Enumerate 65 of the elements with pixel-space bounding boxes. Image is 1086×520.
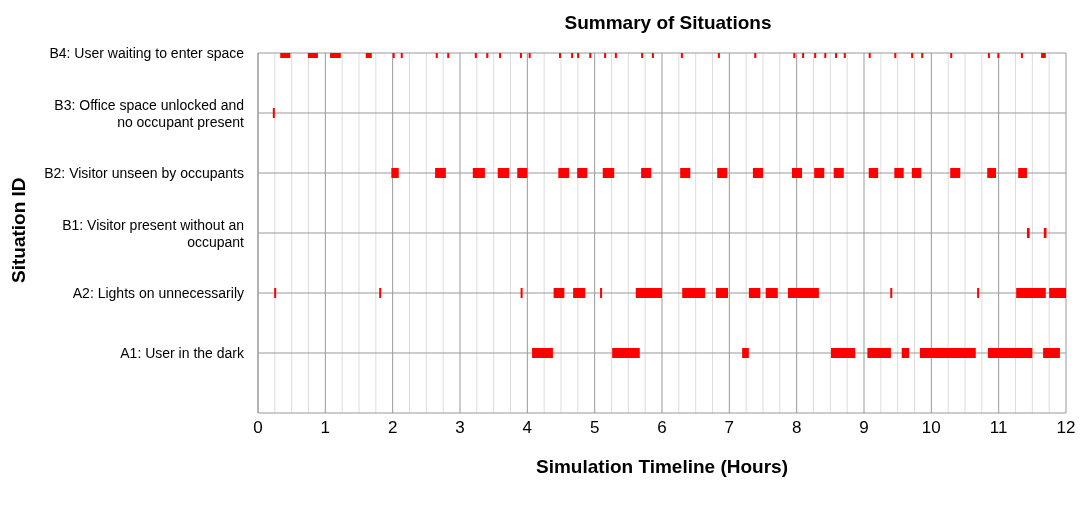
y-tick-label: A2: Lights on unnecessarily [72, 285, 244, 301]
bar [977, 288, 980, 298]
bar [379, 288, 382, 298]
bar [715, 288, 728, 298]
bar [577, 168, 588, 178]
bar [765, 288, 778, 298]
bar [435, 168, 446, 178]
bar [682, 288, 706, 298]
y-axis-title: Situation ID [7, 177, 29, 283]
bar [573, 288, 586, 298]
x-tick-label: 6 [657, 418, 667, 438]
bar [717, 168, 728, 178]
x-axis-title: Simulation Timeline (Hours) [536, 456, 788, 477]
bar [602, 168, 615, 178]
bar [472, 168, 485, 178]
x-tick-label: 7 [724, 418, 735, 438]
bar [272, 108, 275, 118]
bar [867, 348, 891, 358]
bar [752, 168, 763, 178]
bar [517, 168, 528, 178]
bar [814, 168, 825, 178]
bar [680, 168, 691, 178]
bar [635, 288, 662, 298]
bar [901, 348, 910, 358]
bar [600, 288, 603, 298]
bar [748, 288, 761, 298]
bar [919, 348, 976, 358]
x-tick-label: 1 [320, 418, 331, 438]
bar [641, 168, 652, 178]
bar [831, 348, 856, 358]
x-tick-label: 3 [455, 418, 465, 438]
bar [868, 168, 879, 178]
x-tick-label: 12 [1056, 418, 1076, 438]
bar [787, 288, 819, 298]
x-tick-label: 11 [989, 418, 1008, 438]
x-tick-label: 8 [791, 418, 802, 438]
x-tick-label: 0 [253, 418, 263, 438]
bar [391, 168, 399, 178]
bar [1026, 228, 1030, 238]
y-tick-label: B1: Visitor present without an occupant [62, 216, 245, 250]
bar [1016, 288, 1046, 298]
bar [833, 168, 844, 178]
bar [1049, 288, 1066, 298]
y-tick-label: B3: Office space unlocked and no occupant present [54, 96, 245, 130]
x-tick-label: 5 [589, 418, 600, 438]
chart-title: Summary of Situations [563, 12, 773, 34]
bar [742, 348, 749, 358]
bar [791, 168, 803, 178]
y-tick-label: B2: Visitor unseen by occupants [44, 165, 244, 181]
bar [497, 168, 510, 178]
bar [1043, 348, 1060, 358]
y-tick-label: B4: User waiting to enter space [49, 45, 245, 61]
x-tick-label: 4 [522, 418, 533, 438]
bar [520, 288, 523, 298]
x-tick-label: 2 [387, 418, 398, 438]
bar [532, 348, 553, 358]
bar [612, 348, 640, 358]
bar [553, 288, 565, 298]
y-tick-label: A1: User in the dark [120, 345, 245, 361]
bar [274, 288, 277, 298]
bar [890, 288, 893, 298]
bar [558, 168, 570, 178]
x-tick-label: 10 [921, 418, 941, 438]
x-tick-label: 9 [859, 418, 869, 438]
bar [987, 348, 1033, 358]
